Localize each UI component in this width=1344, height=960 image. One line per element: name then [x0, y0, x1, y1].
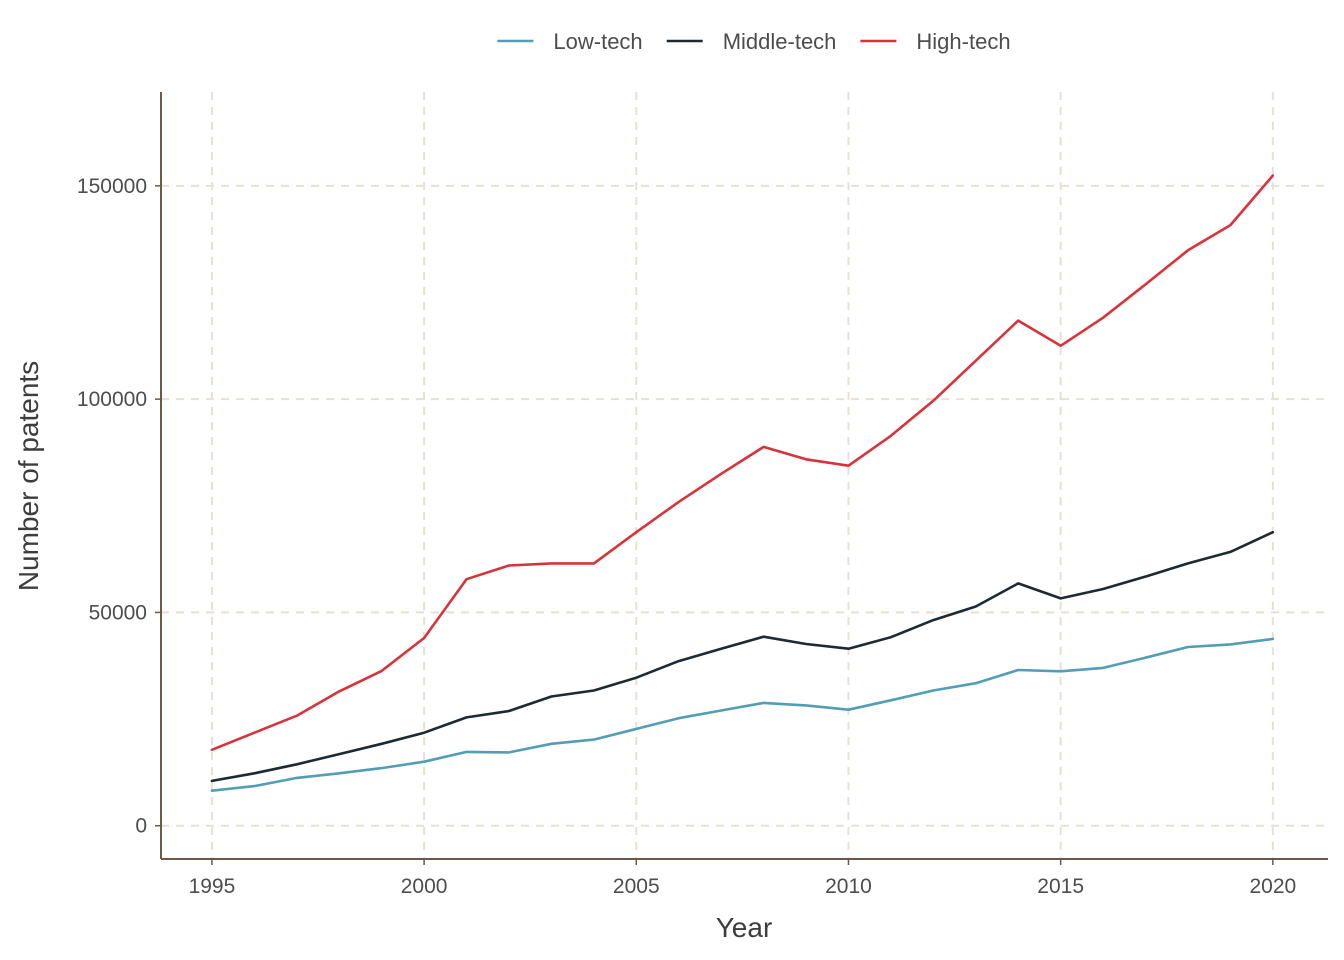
series-line-high-tech: [210, 174, 1275, 752]
legend-item: High-tech: [860, 29, 1011, 54]
axes: [160, 92, 1328, 860]
series-line-low-tech: [210, 637, 1275, 793]
legend-label: Low-tech: [553, 29, 642, 54]
legend-item: Low-tech: [497, 29, 643, 54]
x-tick-label: 1995: [189, 875, 236, 898]
y-tick-label: 100000: [77, 388, 147, 411]
legend-label: Middle-tech: [723, 29, 837, 54]
tick-labels: 1995 2000 2005 2010 2015 2020 0 50000 100000 1500…: [77, 175, 1296, 898]
series-line-middle-tech: [210, 530, 1275, 783]
legend-label: High-tech: [916, 29, 1010, 54]
x-tick-label: 2015: [1037, 875, 1084, 898]
grid: [161, 92, 1328, 859]
y-tick-label: 0: [135, 815, 147, 838]
x-tick-label: 2010: [825, 875, 872, 898]
x-tick-label: 2005: [613, 875, 660, 898]
x-tick-label: 2020: [1249, 875, 1296, 898]
y-axis-title: Number of patents: [13, 361, 44, 591]
x-tick-label: 2000: [401, 875, 448, 898]
y-tick-label: 50000: [89, 601, 147, 624]
x-axis-title: Year: [716, 912, 773, 943]
legend: Low-tech Middle-tech High-tech: [497, 29, 1011, 54]
y-tick-label: 150000: [77, 175, 147, 198]
legend-item: Middle-tech: [666, 29, 837, 54]
series-lines: [210, 174, 1275, 793]
